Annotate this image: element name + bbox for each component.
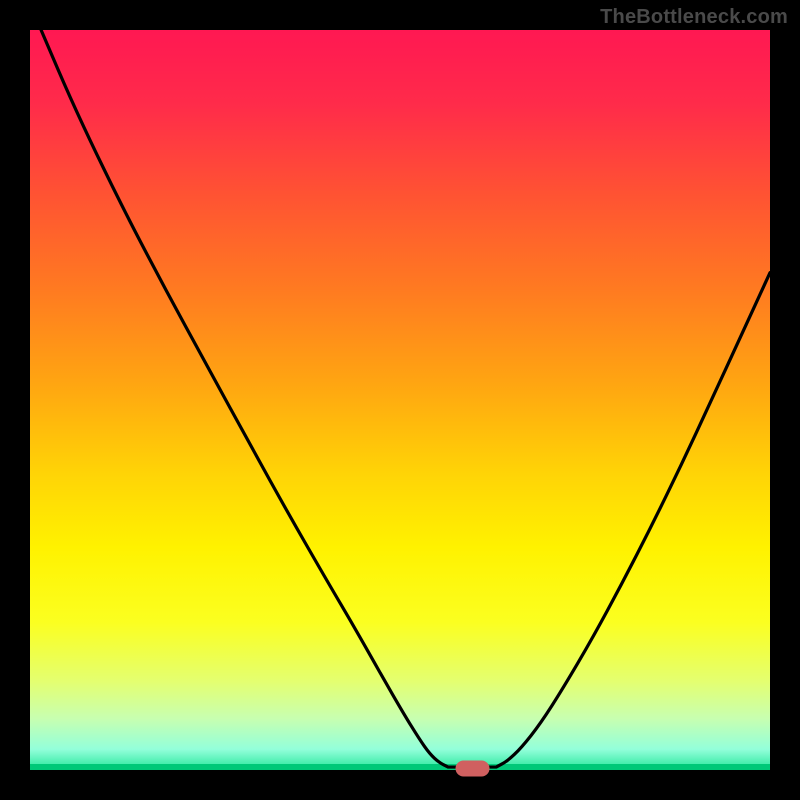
bottom-green-bar [30,764,770,770]
optimum-marker [456,761,490,777]
chart-stage: TheBottleneck.com [0,0,800,800]
bottleneck-chart [0,0,800,800]
plot-gradient [30,30,770,770]
watermark-text: TheBottleneck.com [600,6,788,29]
